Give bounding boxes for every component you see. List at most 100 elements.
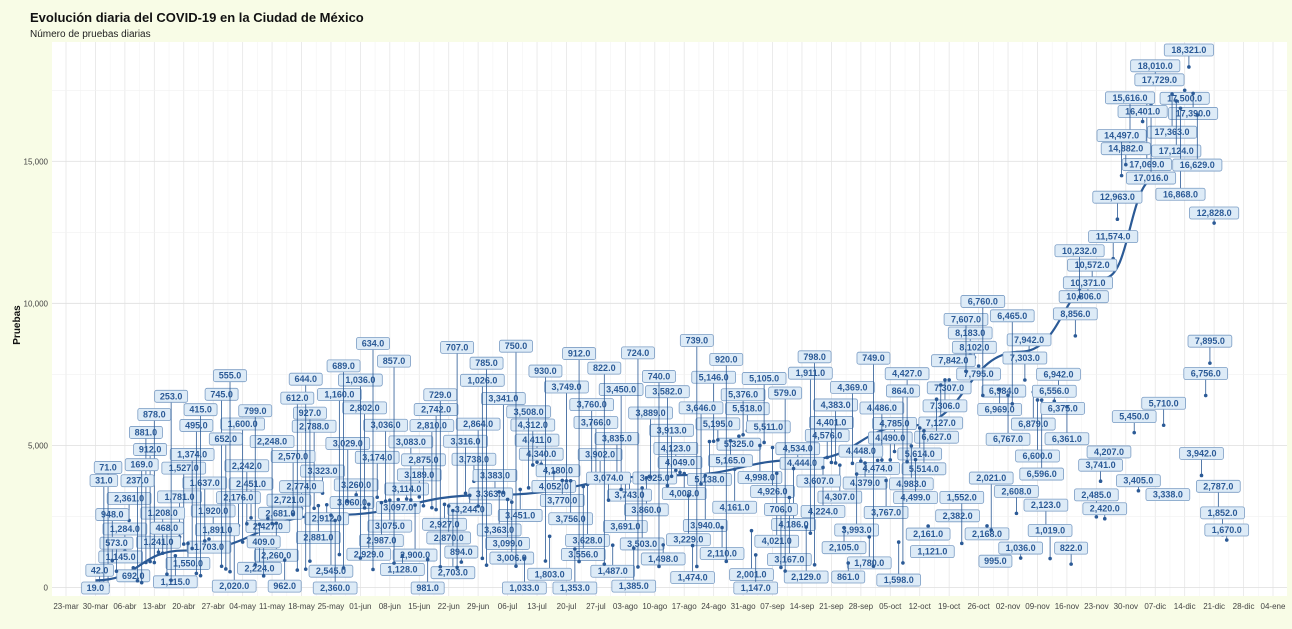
label-box [628,406,673,420]
data-label: 3,691.0 [603,480,648,534]
label-text: 3,889.0 [636,408,666,418]
label-box [783,570,829,584]
data-label: 962.0 [267,558,302,593]
data-label: 864.0 [886,384,920,565]
data-label: 2,929.0 [346,502,392,561]
label-box [679,334,714,347]
label-box [440,340,475,354]
label-box [312,581,358,595]
label-box [136,535,181,549]
label-box [245,520,291,533]
data-point [451,508,455,513]
data-point [905,459,909,464]
data-label: 237.0 [120,474,155,583]
label-box [246,535,281,549]
label-box [981,384,1027,398]
data-label: 3,451.0 [497,487,543,522]
data-point [413,503,417,507]
label-text: 2,870.0 [434,533,464,543]
data-label: 6,879.0 [1010,390,1056,431]
label-text: 3,174.0 [362,452,392,462]
y-axis: 0 5,000 10,000 15,000 [24,157,49,592]
label-text: 3,508.0 [514,407,544,417]
data-point [880,458,884,462]
data-point [131,566,136,570]
label-text: 5,450.0 [1119,412,1149,422]
label-text: 3,607.0 [804,476,834,486]
data-label: 6,969.0 [977,387,1022,416]
data-point [854,472,859,476]
label-text: 2,681.0 [265,508,295,518]
label-text: 1,036.0 [345,375,375,385]
data-point [678,470,682,475]
data-label: 3,189.0 [396,468,442,499]
data-point [787,495,792,500]
label-text: 2,721.0 [274,495,304,505]
data-point [371,567,375,572]
label-text: 5,376.0 [728,390,758,400]
data-label: 16,868.0 [1155,106,1206,201]
data-point [156,550,161,555]
data-point [438,564,443,569]
label-box [670,571,715,585]
data-label: 1,637.0 [182,476,228,543]
data-point [455,565,459,570]
label-box [1010,417,1056,431]
data-point [404,497,409,501]
label-box [872,417,917,430]
label-text: 4,307.0 [825,492,855,502]
label-box [573,416,619,429]
label-box [657,456,703,469]
label-box [886,384,920,398]
data-label: 1,911.0 [788,366,833,535]
x-tick-label: 14-dic [1174,602,1196,611]
label-text: 5,325.0 [724,439,754,449]
label-box [587,361,622,375]
label-text: 1,600.0 [228,419,258,429]
data-point [480,556,485,561]
data-point [699,482,703,486]
label-text: 31.0 [95,476,113,486]
x-tick-label: 03-ago [613,602,638,611]
label-box [603,520,648,534]
data-point [367,502,371,507]
label-box [409,419,455,433]
label-text: 4,123.0 [661,443,691,453]
label-text: 2,802.0 [350,403,380,413]
label-text: 3,229.0 [673,535,703,545]
label-text: 4,049.0 [665,457,695,467]
data-label: 4,383.0 [813,398,858,465]
label-text: 7,303.0 [1010,353,1040,363]
data-point [695,564,699,569]
label-box [401,453,446,467]
data-label: 6,760.0 [960,295,1006,398]
label-text: 4,008.0 [669,489,699,499]
data-label: 3,940.0 [682,473,728,532]
data-point [791,466,796,471]
x-tick-label: 27-abr [202,602,225,611]
label-text: 17,016.0 [1134,173,1169,183]
data-label: 3,316.0 [443,434,488,496]
x-tick-label: 23-nov [1084,602,1108,611]
data-point [648,475,653,479]
label-text: 5,165.0 [715,456,745,466]
data-label: 4,998.0 [737,443,783,484]
label-text: 894.0 [450,547,473,557]
data-label: 3,060.0 [329,496,375,509]
x-tick-label: 09-nov [1025,602,1049,611]
data-label: 17,729.0 [1134,73,1185,87]
label-text: 1,385.0 [619,581,649,591]
label-text: 962.0 [273,581,296,591]
data-point [362,506,367,510]
data-label: 3,503.0 [619,486,665,551]
data-label: 6,465.0 [989,309,1035,406]
label-box [499,339,533,353]
label-box [481,392,526,405]
label-box [410,581,445,595]
label-text: 4,444.0 [787,458,817,468]
data-point [724,559,729,564]
label-text: 18,321.0 [1171,45,1206,55]
data-label: 3,902.0 [577,448,623,479]
label-text: 3,006.0 [497,553,527,563]
label-text: 3,767.0 [871,507,901,517]
